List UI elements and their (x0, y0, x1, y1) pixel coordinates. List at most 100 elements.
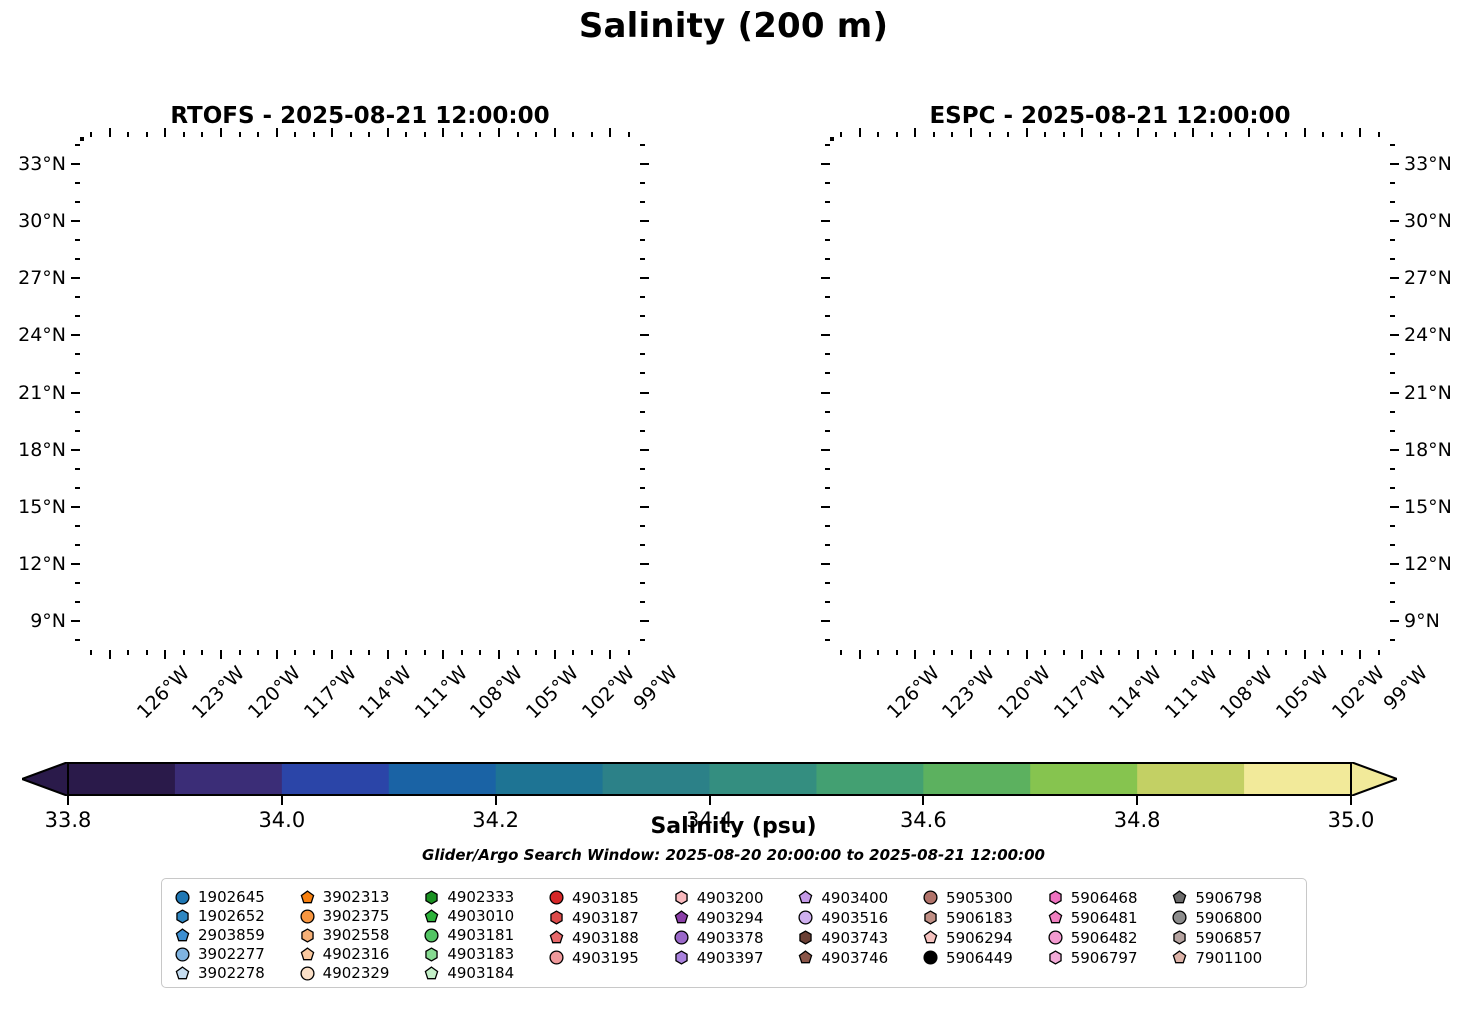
legend-item[interactable]: 4903181 (423, 926, 548, 944)
legend-marker-circle-icon (1047, 929, 1064, 946)
x-tick (951, 132, 954, 137)
x-tick-label: 117°W (1049, 662, 1111, 724)
x-tick (294, 650, 297, 655)
y-tick (640, 467, 645, 470)
legend-item[interactable]: 4902329 (299, 964, 424, 982)
legend-column: 1902645 1902652 2903859 3902277 3902278 (174, 888, 299, 982)
legend-marker-hexagon-icon (673, 949, 690, 966)
map-rtofs[interactable] (80, 137, 84, 141)
x-tick (442, 128, 445, 137)
y-tick (75, 239, 80, 242)
legend-column: 4903200 4903294 4903378 4903397 (673, 888, 798, 981)
legend-item[interactable]: 3902277 (174, 945, 299, 963)
legend-marker-hexagon-icon (673, 889, 690, 906)
legend-item[interactable]: 1902645 (174, 888, 299, 906)
colorbar-tick (67, 796, 69, 805)
legend-item[interactable]: 5906468 (1047, 888, 1172, 907)
legend-item[interactable]: 4903743 (797, 928, 922, 947)
legend-item[interactable]: 4903516 (797, 908, 922, 927)
x-tick (840, 650, 843, 655)
legend-item[interactable]: 4903188 (548, 928, 673, 947)
y-tick (640, 601, 645, 604)
legend-item[interactable]: 4903200 (673, 888, 798, 907)
legend-item[interactable]: 4903294 (673, 908, 798, 927)
legend-item[interactable]: 3902313 (299, 888, 424, 906)
x-tick (220, 650, 222, 659)
y-tick (71, 505, 80, 508)
colorbar-tick (280, 796, 283, 805)
legend-marker-pentagon-icon (1047, 909, 1064, 926)
y-tick (640, 410, 645, 413)
x-tick-label: 114°W (1105, 662, 1167, 724)
legend-item[interactable]: 5906482 (1047, 928, 1172, 947)
legend-label: 4903183 (447, 945, 515, 963)
legend-item[interactable]: 5906857 (1171, 928, 1296, 947)
x-tick (1210, 132, 1213, 137)
legend-item[interactable]: 4903378 (673, 928, 798, 947)
y-tick (1390, 544, 1395, 547)
legend-item[interactable]: 4903184 (423, 964, 548, 982)
x-tick (1044, 650, 1047, 655)
x-tick (970, 650, 972, 659)
y-tick (640, 620, 649, 623)
y-tick (825, 372, 830, 375)
x-tick (312, 132, 315, 137)
legend-marker-pentagon-icon (1171, 889, 1188, 906)
x-tick (1285, 132, 1288, 137)
x-tick (535, 132, 538, 137)
legend-label: 5906797 (1070, 948, 1138, 967)
x-tick (1007, 650, 1010, 655)
legend-marker-pentagon-icon (299, 946, 316, 963)
legend-item[interactable]: 5906798 (1171, 888, 1296, 907)
y-tick (640, 391, 649, 394)
y-tick (71, 563, 80, 566)
legend-item[interactable]: 1902652 (174, 907, 299, 925)
legend-item[interactable]: 7901100 (1171, 948, 1296, 967)
legend-label: 4903397 (696, 948, 764, 967)
legend-item[interactable]: 4903183 (423, 945, 548, 963)
x-tick (90, 132, 93, 137)
legend-item[interactable]: 5906183 (922, 908, 1047, 927)
legend-item[interactable]: 5906800 (1171, 908, 1296, 927)
x-tick-label: 108°W (466, 662, 528, 724)
legend-item[interactable]: 4903400 (797, 888, 922, 907)
colorbar-tick-label: 34.0 (258, 808, 306, 832)
legend-item[interactable]: 5905300 (922, 888, 1047, 907)
x-tick (1248, 128, 1250, 137)
y-tick (75, 315, 80, 318)
x-tick (572, 650, 575, 655)
legend-marker-pentagon-icon (174, 965, 191, 982)
legend-item[interactable]: 2903859 (174, 926, 299, 944)
legend-item[interactable]: 3902375 (299, 907, 424, 925)
y-tick-label: 30°N (18, 209, 66, 232)
x-tick (368, 132, 371, 137)
x-tick (553, 650, 556, 659)
x-tick-label: 111°W (1160, 662, 1222, 724)
legend-item[interactable]: 4903195 (548, 948, 673, 967)
legend-item[interactable]: 4902316 (299, 945, 424, 963)
legend-item[interactable]: 5906797 (1047, 948, 1172, 967)
map-espc[interactable] (830, 137, 834, 141)
legend-item[interactable]: 5906449 (922, 948, 1047, 967)
legend-item[interactable]: 5906294 (922, 928, 1047, 947)
x-tick (479, 132, 482, 137)
legend-item[interactable]: 4903746 (797, 948, 922, 967)
x-tick (609, 128, 612, 137)
legend-label: 5906481 (1070, 908, 1138, 927)
x-tick (220, 128, 222, 137)
legend-item[interactable]: 4903187 (548, 908, 673, 927)
legend-item[interactable]: 4903010 (423, 907, 548, 925)
legend-item[interactable]: 3902558 (299, 926, 424, 944)
legend-label: 4903378 (696, 928, 764, 947)
legend-item[interactable]: 4902333 (423, 888, 548, 906)
legend-item[interactable]: 3902278 (174, 964, 299, 982)
y-tick (75, 296, 80, 299)
legend-item[interactable]: 4903185 (548, 888, 673, 907)
panel-espc: ESPC - 2025-08-21 12:00:00 126°W 123°W 120… (821, 103, 1452, 723)
legend-item[interactable]: 4903397 (673, 948, 798, 967)
legend-item[interactable]: 5906481 (1047, 908, 1172, 927)
legend-marker-pentagon-icon (797, 949, 814, 966)
legend-marker-hexagon-icon (922, 909, 939, 926)
legend-label: 4903184 (447, 964, 515, 982)
y-tick (825, 582, 830, 585)
